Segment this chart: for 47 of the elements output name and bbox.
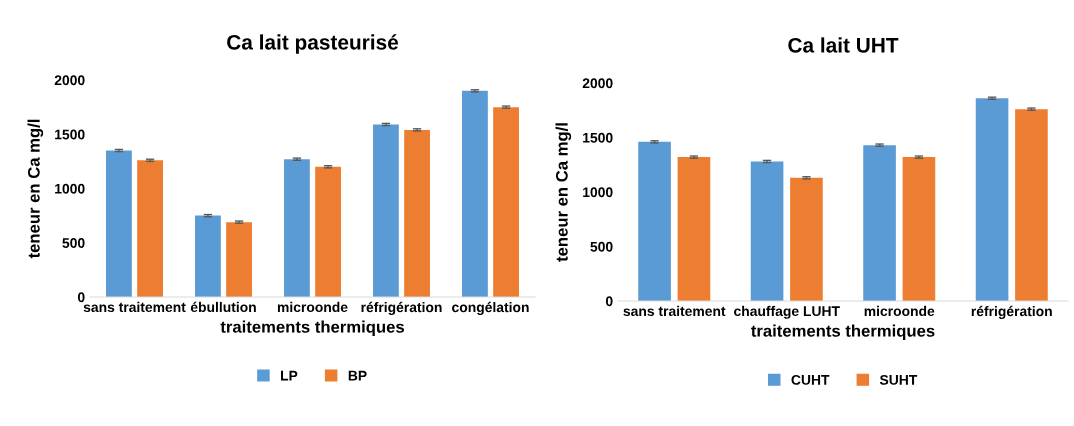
x-tick-label: ébullution [190, 301, 256, 313]
y-tick-label: 0 [77, 292, 85, 303]
y-tick-label: 1500 [583, 132, 613, 143]
x-tick-label: congélation [452, 301, 529, 315]
y-tick-label: 1000 [583, 187, 613, 198]
legend-label: SUHT [879, 374, 918, 385]
bar [790, 177, 823, 301]
x-tick-label: microonde [277, 301, 348, 313]
bar [404, 129, 430, 297]
chart-title: Ca lait UHT [788, 37, 899, 53]
bar [226, 222, 252, 297]
bar [284, 159, 310, 297]
y-tick-label: 2000 [582, 78, 613, 89]
x-tick-label: réfrigération [971, 305, 1052, 319]
x-axis-title: traitements thermiques [220, 320, 404, 337]
bar [195, 215, 221, 297]
y-tick-label: 500 [590, 241, 613, 252]
y-tick-label: 1500 [55, 129, 85, 140]
y-tick-label: 2000 [54, 75, 85, 86]
bar [638, 141, 671, 301]
y-tick-label: 1000 [55, 183, 85, 194]
chart-title: Ca lait pasteurisé [227, 34, 399, 54]
bar [902, 157, 936, 301]
legend-label: BP [348, 370, 367, 381]
bar [975, 98, 1009, 301]
bar [373, 124, 399, 297]
bar [677, 157, 711, 301]
bar [493, 107, 519, 297]
bar [106, 150, 132, 297]
bar [462, 90, 488, 297]
x-axis-title: traitements thermiques [751, 324, 935, 341]
legend-label: LP [281, 370, 298, 381]
bar [137, 160, 163, 297]
x-tick-label: sans traitement [623, 305, 726, 317]
bar [315, 166, 341, 297]
bar [1015, 109, 1048, 301]
x-tick-label: chauffage LUHT [734, 305, 840, 319]
y-axis-title: teneur en Ca mg/l [555, 123, 572, 262]
bar [750, 161, 784, 301]
x-tick-label: sans traitement [83, 301, 186, 313]
legend-label: CUHT [791, 374, 830, 385]
x-tick-label: microonde [864, 305, 935, 317]
y-axis-title: teneur en Ca mg/l [27, 119, 44, 259]
y-tick-label: 500 [62, 238, 85, 248]
x-tick-label: réfrigération [361, 301, 442, 315]
bar [863, 145, 896, 301]
y-tick-label: 0 [605, 296, 613, 307]
